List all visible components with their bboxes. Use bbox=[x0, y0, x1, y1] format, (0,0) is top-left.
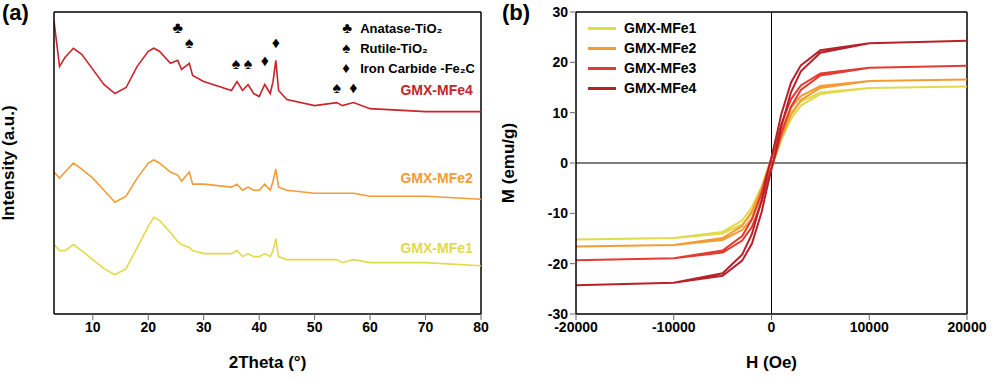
svg-text:Intensity (a.u.): Intensity (a.u.) bbox=[0, 105, 18, 220]
svg-text:-30: -30 bbox=[548, 306, 568, 322]
svg-text:50: 50 bbox=[307, 319, 323, 335]
svg-text:60: 60 bbox=[362, 319, 378, 335]
html-text:Iron Carbide -Fe₂C: Iron Carbide -Fe₂C bbox=[360, 61, 475, 76]
svg-text:2Theta (°): 2Theta (°) bbox=[229, 353, 307, 372]
svg-text:80: 80 bbox=[473, 319, 489, 335]
svg-text:30: 30 bbox=[196, 319, 212, 335]
html-text:GMX-MFe2: GMX-MFe2 bbox=[624, 39, 697, 56]
svg-text:70: 70 bbox=[418, 319, 434, 335]
svg-text:♣: ♣ bbox=[172, 19, 183, 36]
svg-text:20: 20 bbox=[552, 54, 568, 70]
svg-text:M (emu/g): M (emu/g) bbox=[500, 123, 518, 203]
svg-text:♠: ♠ bbox=[333, 79, 342, 96]
svg-text:♠: ♠ bbox=[232, 55, 241, 72]
svg-text:40: 40 bbox=[251, 319, 267, 335]
html-text:Rutile-TiO₂: Rutile-TiO₂ bbox=[360, 41, 428, 56]
svg-text:GMX-MFe2: GMX-MFe2 bbox=[400, 170, 473, 186]
svg-text:♦: ♦ bbox=[261, 52, 269, 69]
html-text:GMX-MFe4: GMX-MFe4 bbox=[624, 79, 697, 96]
svg-text:-20000: -20000 bbox=[554, 318, 598, 335]
svg-text:GMX-MFe1: GMX-MFe1 bbox=[400, 240, 473, 256]
svg-text:10: 10 bbox=[85, 319, 101, 335]
svg-text:10: 10 bbox=[552, 105, 568, 121]
svg-text:-10000: -10000 bbox=[652, 319, 696, 335]
svg-text:10000: 10000 bbox=[850, 319, 889, 335]
svg-text:GMX-MFe4: GMX-MFe4 bbox=[400, 82, 473, 98]
svg-text:♠: ♠ bbox=[244, 55, 253, 72]
html-text:(a): (a) bbox=[2, 0, 29, 25]
svg-text:-20: -20 bbox=[548, 256, 568, 272]
svg-text:♦: ♦ bbox=[272, 34, 280, 51]
html-text:GMX-MFe3: GMX-MFe3 bbox=[624, 59, 697, 76]
svg-text:-10: -10 bbox=[548, 205, 568, 221]
svg-text:30: 30 bbox=[552, 4, 568, 20]
svg-text:0: 0 bbox=[768, 319, 776, 335]
html-text:GMX-MFe1: GMX-MFe1 bbox=[624, 19, 697, 36]
svg-text:0: 0 bbox=[560, 155, 568, 171]
html-text:(b): (b) bbox=[502, 0, 531, 25]
svg-text:H (Oe): H (Oe) bbox=[746, 353, 797, 372]
svg-text:20000: 20000 bbox=[948, 319, 987, 335]
svg-text:20: 20 bbox=[140, 319, 156, 335]
svg-text:♦: ♦ bbox=[349, 79, 357, 96]
svg-text:♠: ♠ bbox=[185, 34, 194, 51]
html-text:Anatase-TiO₂: Anatase-TiO₂ bbox=[360, 21, 443, 36]
